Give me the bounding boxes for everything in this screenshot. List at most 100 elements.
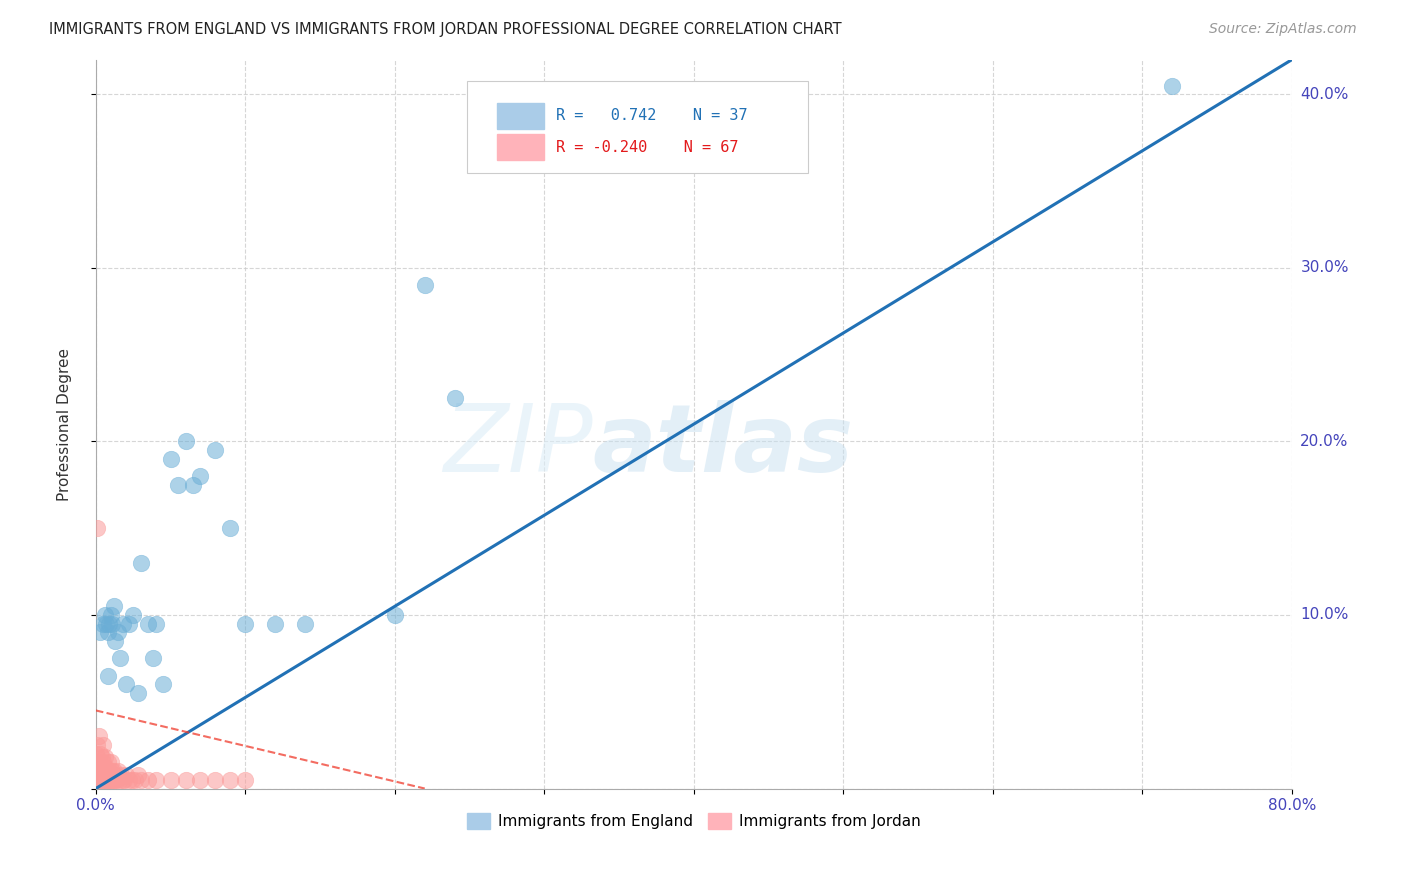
Point (91, 738, 114, 752)
Point (104, 634, 127, 648)
Text: Source: ZipAtlas.com: Source: ZipAtlas.com (1209, 22, 1357, 37)
Point (98, 764, 121, 779)
Point (98, 772, 121, 787)
Point (233, 772, 256, 787)
Point (124, 772, 146, 787)
Point (127, 686, 149, 700)
Point (97, 756, 120, 770)
Point (114, 767, 136, 781)
Point (96, 616, 118, 631)
Point (103, 599, 125, 614)
Point (89, 761, 111, 775)
Point (219, 772, 242, 787)
Point (108, 772, 131, 787)
Text: 10.0%: 10.0% (1301, 607, 1348, 623)
Point (100, 772, 122, 787)
Point (89, 625, 111, 640)
Text: ZIP: ZIP (443, 401, 592, 491)
Point (94, 772, 117, 787)
Point (100, 756, 122, 770)
Point (91, 616, 114, 631)
Point (86, 767, 108, 781)
Point (96, 772, 118, 787)
Bar (496, 103, 544, 128)
Point (159, 772, 181, 787)
Point (87, 730, 110, 744)
Point (384, 607, 406, 622)
Point (84, 747, 107, 761)
Point (204, 772, 226, 787)
Text: R =   0.742    N = 37: R = 0.742 N = 37 (557, 108, 748, 123)
Point (89, 767, 111, 781)
Point (87, 764, 110, 779)
Point (105, 772, 128, 787)
Point (84, 764, 107, 779)
Point (233, 616, 256, 631)
Point (190, 772, 212, 787)
Point (90, 767, 112, 781)
Point (107, 764, 129, 779)
Point (90, 761, 112, 775)
Point (94, 607, 117, 622)
Legend: Immigrants from England, Immigrants from Jordan: Immigrants from England, Immigrants from… (461, 807, 927, 836)
Point (91, 772, 114, 787)
Point (190, 469, 212, 483)
Point (145, 616, 167, 631)
Point (94, 761, 117, 775)
Point (118, 772, 141, 787)
Point (142, 651, 165, 665)
Text: R = -0.240    N = 67: R = -0.240 N = 67 (557, 139, 738, 154)
Text: IMMIGRANTS FROM ENGLAND VS IMMIGRANTS FROM JORDAN PROFESSIONAL DEGREE CORRELATIO: IMMIGRANTS FROM ENGLAND VS IMMIGRANTS FR… (49, 22, 842, 37)
Point (136, 772, 159, 787)
Point (97, 767, 120, 781)
Text: 20.0%: 20.0% (1301, 434, 1348, 449)
Point (91, 767, 114, 781)
Point (97, 772, 120, 787)
Point (294, 616, 316, 631)
FancyBboxPatch shape (467, 81, 807, 172)
Text: atlas: atlas (592, 400, 853, 491)
Point (101, 772, 124, 787)
Point (174, 434, 197, 449)
Point (103, 764, 125, 779)
Point (413, 278, 436, 293)
Text: 30.0%: 30.0% (1301, 260, 1348, 276)
Point (90, 750, 112, 764)
Point (94, 767, 117, 781)
Point (96, 761, 118, 775)
Point (108, 651, 131, 665)
Point (111, 772, 134, 787)
Point (103, 772, 125, 787)
Point (87, 756, 110, 770)
Point (84, 772, 107, 787)
Point (219, 521, 242, 535)
Point (127, 767, 149, 781)
Point (90, 772, 112, 787)
Point (86, 521, 108, 535)
Text: 40.0%: 40.0% (1301, 87, 1348, 102)
Point (167, 478, 190, 492)
Point (100, 607, 122, 622)
Point (91, 764, 114, 779)
Point (101, 616, 124, 631)
Point (111, 616, 134, 631)
Point (129, 772, 152, 787)
Point (98, 616, 121, 631)
Point (100, 767, 122, 781)
Point (104, 772, 127, 787)
Point (101, 764, 124, 779)
Point (159, 451, 181, 466)
Point (107, 625, 129, 640)
Y-axis label: Professional Degree: Professional Degree (58, 348, 72, 500)
Point (89, 772, 111, 787)
Point (97, 625, 120, 640)
Point (89, 747, 111, 761)
Point (86, 761, 108, 775)
Point (86, 772, 108, 787)
Point (104, 767, 127, 781)
Point (84, 756, 107, 770)
Point (91, 756, 114, 770)
Point (1161, 78, 1184, 93)
Point (112, 772, 135, 787)
Point (87, 772, 110, 787)
